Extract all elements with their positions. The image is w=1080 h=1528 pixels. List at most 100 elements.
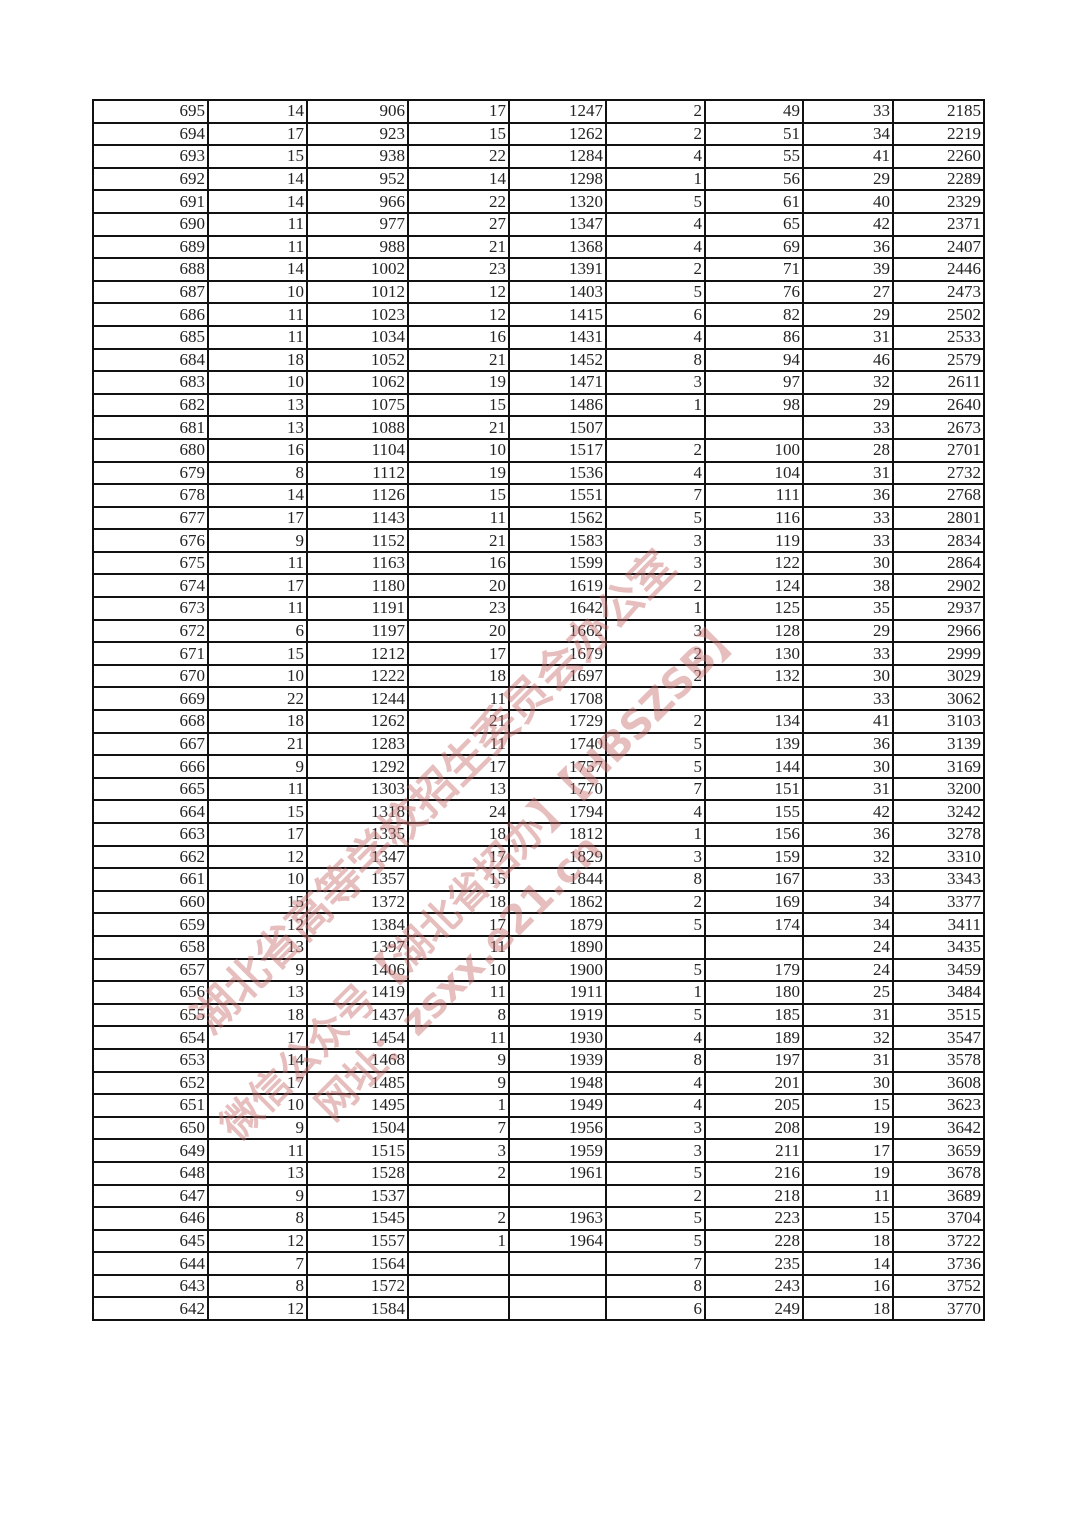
- table-cell: 1551: [508, 483, 607, 508]
- table-cell: 1180: [306, 573, 409, 599]
- table-cell: 1939: [508, 1047, 607, 1073]
- table-cell: 1486: [508, 392, 607, 418]
- table-row: 669 22 1244 11 1708 33 3062: [92, 686, 985, 712]
- table-cell: 4: [605, 234, 706, 260]
- score-cell: 667: [92, 731, 209, 757]
- score-cell: 647: [92, 1183, 209, 1209]
- table-cell: [407, 1251, 510, 1276]
- table-cell: 13: [207, 1160, 308, 1186]
- score-distribution-table: 695 14 906 17 1247 2 49 33 2185 694 17 923 15 1262 2 51…: [92, 99, 985, 1322]
- table-cell: 15: [407, 121, 510, 147]
- table-cell: 65: [704, 211, 804, 237]
- table-cell: 15: [207, 144, 308, 169]
- table-cell: 7: [207, 1251, 308, 1276]
- table-cell: 18: [802, 1228, 894, 1254]
- table-cell: 1357: [306, 867, 409, 892]
- table-row: 690 11 977 27 1347 4 65 42 2371: [92, 211, 985, 237]
- score-cell: 653: [92, 1047, 209, 1073]
- table-cell: 1757: [508, 754, 607, 779]
- table-cell: 17: [407, 754, 510, 779]
- table-cell: 30: [802, 550, 894, 576]
- table-cell: 3689: [892, 1183, 985, 1209]
- table-cell: 3623: [892, 1093, 985, 1118]
- table-cell: 15: [407, 483, 510, 508]
- table-cell: 122: [704, 550, 804, 576]
- table-cell: 3: [605, 844, 706, 870]
- table-cell: 1212: [306, 641, 409, 666]
- table-row: 650 9 1504 7 1956 3 208 19 3642: [92, 1115, 985, 1141]
- table-cell: 10: [407, 437, 510, 463]
- score-cell: 657: [92, 957, 209, 983]
- table-cell: 1599: [508, 550, 607, 576]
- table-cell: 13: [207, 415, 308, 440]
- table-row: 647 9 1537 2 218 11 3689: [92, 1183, 985, 1209]
- table-cell: 17: [207, 573, 308, 599]
- table-cell: 24: [802, 957, 894, 983]
- table-cell: 10: [207, 867, 308, 892]
- table-cell: 15: [802, 1206, 894, 1231]
- table-cell: 1930: [508, 1025, 607, 1050]
- table-cell: 13: [207, 980, 308, 1005]
- table-cell: 8: [605, 867, 706, 892]
- table-cell: 3310: [892, 844, 985, 870]
- table-cell: 11: [207, 776, 308, 802]
- table-cell: 134: [704, 709, 804, 734]
- table-cell: 1034: [306, 324, 409, 350]
- table-row: 675 11 1163 16 1599 3 122 30 2864: [92, 550, 985, 576]
- table-cell: 3484: [892, 980, 985, 1005]
- table-cell: 25: [802, 980, 894, 1005]
- table-cell: 1515: [306, 1138, 409, 1163]
- table-cell: 1956: [508, 1115, 607, 1141]
- table-cell: 34: [802, 912, 894, 937]
- table-row: 666 9 1292 17 1757 5 144 30 3169: [92, 754, 985, 779]
- table-cell: 12: [207, 1228, 308, 1254]
- table-cell: 19: [407, 460, 510, 486]
- table-row: 685 11 1034 16 1431 4 86 31 2533: [92, 324, 985, 350]
- table-cell: 23: [407, 596, 510, 621]
- table-cell: 98: [704, 392, 804, 418]
- table-cell: 3343: [892, 867, 985, 892]
- table-cell: 2289: [892, 166, 985, 192]
- table-cell: 56: [704, 166, 804, 192]
- table-cell: 21: [207, 731, 308, 757]
- table-row: 662 12 1347 17 1829 3 159 32 3310: [92, 844, 985, 870]
- table-cell: 2579: [892, 347, 985, 373]
- table-cell: 1: [605, 822, 706, 847]
- table-cell: 1112: [306, 460, 409, 486]
- table-cell: 2473: [892, 279, 985, 305]
- table-cell: 156: [704, 822, 804, 847]
- table-cell: 8: [605, 1273, 706, 1299]
- table-cell: 4: [605, 211, 706, 237]
- table-cell: 1959: [508, 1138, 607, 1163]
- table-cell: 1104: [306, 437, 409, 463]
- score-cell: 668: [92, 709, 209, 734]
- table-cell: 125: [704, 596, 804, 621]
- table-cell: 119: [704, 528, 804, 553]
- table-cell: 14: [207, 166, 308, 192]
- table-cell: 33: [802, 528, 894, 553]
- table-cell: 1679: [508, 641, 607, 666]
- table-cell: 33: [802, 686, 894, 712]
- score-cell: 644: [92, 1251, 209, 1276]
- table-cell: 211: [704, 1138, 804, 1163]
- table-cell: 1318: [306, 799, 409, 824]
- table-cell: [605, 415, 706, 440]
- table-cell: 1485: [306, 1070, 409, 1096]
- table-cell: 14: [207, 189, 308, 214]
- table-cell: 30: [802, 663, 894, 689]
- table-cell: 15: [207, 799, 308, 824]
- table-cell: 6: [605, 302, 706, 327]
- table-cell: 38: [802, 573, 894, 599]
- score-cell: 649: [92, 1138, 209, 1163]
- table-cell: 3200: [892, 776, 985, 802]
- table-cell: 14: [207, 1047, 308, 1073]
- score-cell: 678: [92, 483, 209, 508]
- table-cell: 33: [802, 641, 894, 666]
- table-cell: 1862: [508, 889, 607, 915]
- table-cell: [508, 1251, 607, 1276]
- table-cell: 923: [306, 121, 409, 147]
- table-cell: 9: [207, 754, 308, 779]
- score-cell: 671: [92, 641, 209, 666]
- table-row: 642 12 1584 6 249 18 3770: [92, 1296, 985, 1322]
- table-cell: 1143: [306, 505, 409, 531]
